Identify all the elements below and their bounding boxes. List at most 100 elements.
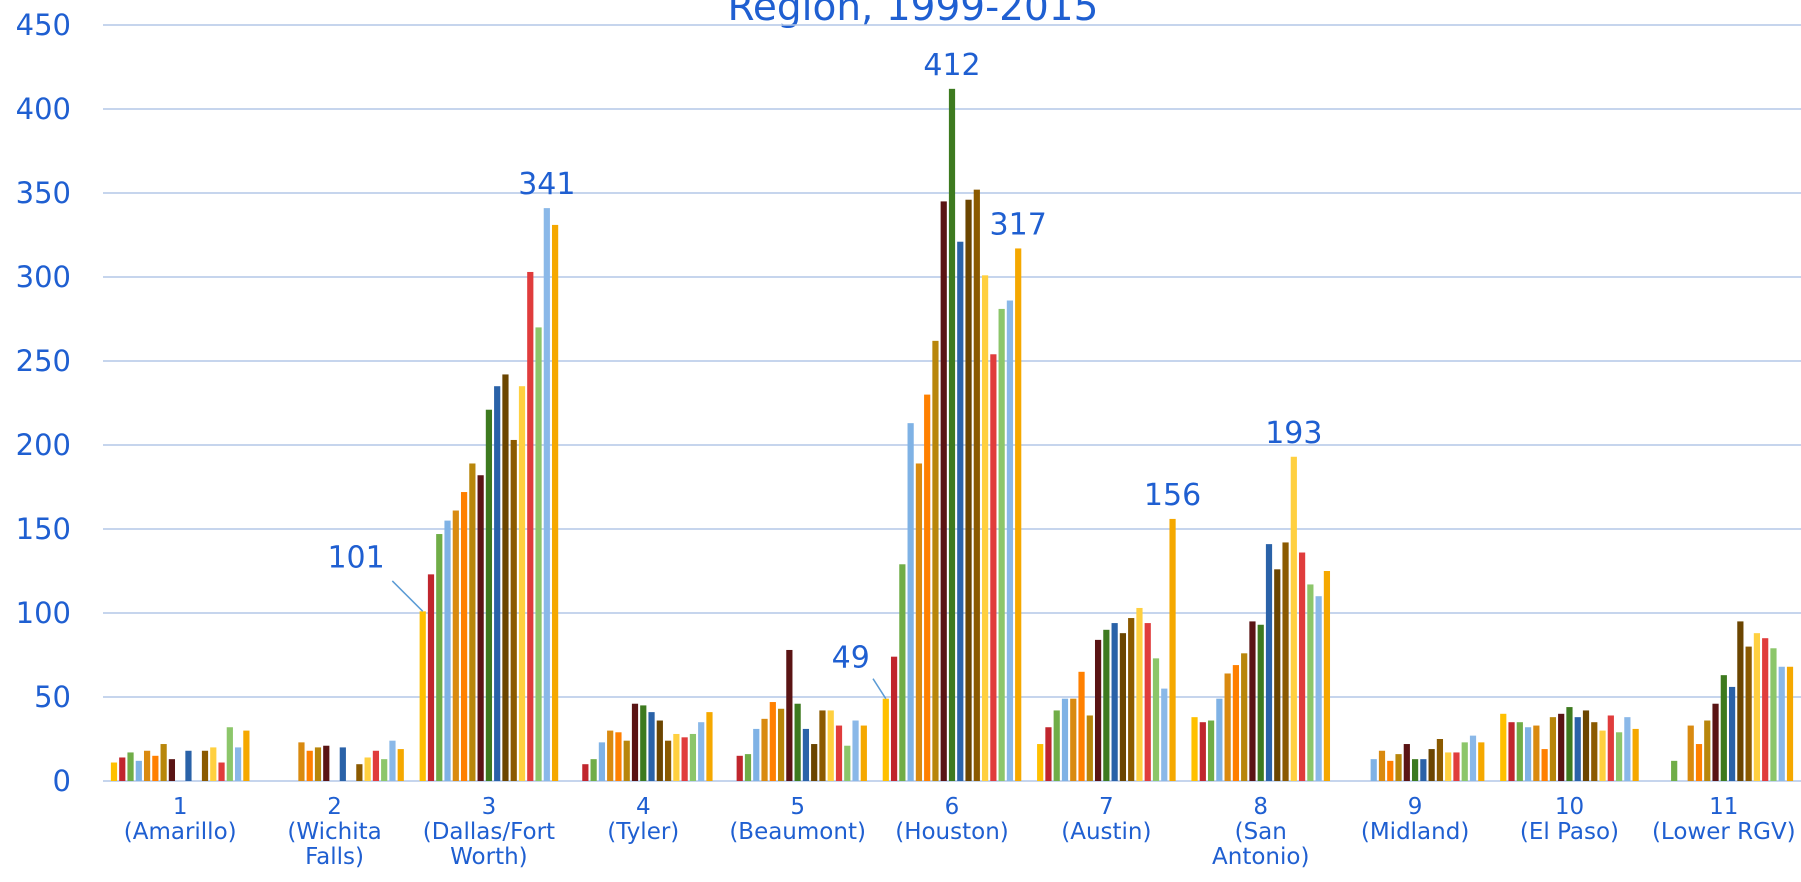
data-label: 317 [990, 207, 1047, 242]
bar [1257, 624, 1264, 781]
bar [1298, 552, 1306, 781]
y-tick-label: 0 [53, 764, 71, 798]
bar [907, 423, 914, 781]
bar [706, 712, 713, 781]
data-label: 193 [1265, 416, 1322, 451]
bar [932, 340, 939, 781]
bar [185, 750, 192, 781]
y-tick-label: 150 [16, 512, 71, 546]
x-tick-label-line: 4 [636, 794, 651, 820]
bar [1282, 542, 1289, 781]
x-tick-label: 10 (El Paso) [1520, 794, 1619, 845]
bar [1370, 759, 1377, 781]
bar [698, 722, 705, 781]
x-tick-label-line: 2 [327, 794, 342, 820]
bar [469, 463, 476, 781]
bar [477, 475, 484, 781]
bar [210, 747, 217, 781]
bar [1152, 658, 1160, 781]
bar [1500, 713, 1507, 781]
bar [389, 740, 396, 781]
x-tick-label-line: Antonio) [1212, 844, 1309, 870]
bar [860, 725, 867, 781]
x-tick-label: 11 (Lower RGV) [1652, 794, 1796, 845]
x-tick-label: 3 (Dallas/Fort Worth) [423, 794, 555, 870]
bar [1436, 739, 1444, 781]
bar [127, 752, 134, 781]
bar [323, 745, 330, 781]
bar [1695, 744, 1703, 781]
bar [1478, 742, 1485, 781]
bar [1753, 633, 1761, 781]
bar [1469, 735, 1477, 781]
bar [135, 760, 142, 781]
bar [243, 730, 250, 781]
bar [802, 728, 810, 781]
x-tick-label-line: 5 [790, 794, 805, 820]
bar [1671, 760, 1678, 781]
bar [582, 764, 589, 781]
bar [502, 374, 509, 781]
bar [1558, 713, 1565, 781]
x-tick-label-line: (El Paso) [1520, 819, 1619, 845]
bar [664, 740, 672, 781]
bar [1241, 653, 1248, 781]
bar [1704, 720, 1711, 781]
bar [990, 354, 997, 781]
bar [1053, 710, 1060, 781]
bar [152, 755, 159, 781]
bar [1778, 666, 1785, 781]
data-label: 341 [518, 167, 575, 202]
x-tick-label-line: (Lower RGV) [1652, 819, 1796, 845]
bar [143, 750, 151, 781]
bar [1224, 673, 1231, 781]
bar [940, 201, 947, 781]
bar [744, 754, 752, 781]
bar [1745, 646, 1752, 781]
bar [1762, 638, 1769, 781]
bar [769, 702, 776, 781]
bar [1015, 248, 1022, 781]
bar [811, 744, 818, 781]
bar [656, 720, 663, 781]
bar [1136, 607, 1143, 781]
bar [1533, 725, 1540, 781]
y-tick-label: 50 [34, 680, 71, 714]
bar [915, 463, 923, 781]
x-tick-label-line: 6 [945, 794, 960, 820]
bar [218, 762, 225, 781]
y-tick-label: 350 [16, 176, 71, 210]
bar [518, 386, 526, 781]
bar [1078, 671, 1085, 781]
bar [827, 710, 834, 781]
bar [1094, 639, 1102, 781]
bar [1624, 717, 1631, 781]
bar [110, 762, 118, 781]
x-tick-label-line: 10 [1555, 794, 1584, 820]
x-tick-label-line: 1 [173, 794, 188, 820]
bar [1770, 648, 1777, 781]
bar [623, 740, 630, 781]
bar [1161, 688, 1168, 781]
bar [1128, 618, 1135, 781]
bar [201, 750, 209, 781]
bar [1582, 710, 1590, 781]
bar [1599, 730, 1606, 781]
bar [1232, 665, 1240, 781]
bar [1249, 621, 1256, 781]
bar [1566, 707, 1573, 781]
bar [234, 747, 242, 781]
bar [607, 730, 614, 781]
bar [1411, 759, 1419, 781]
bar [899, 564, 906, 781]
bar [1632, 728, 1639, 781]
bar [339, 747, 346, 781]
bar [1103, 629, 1110, 781]
y-tick-label: 300 [16, 260, 71, 294]
bar [226, 727, 233, 781]
bar [494, 386, 501, 781]
bar [673, 733, 680, 781]
bar [965, 199, 972, 782]
bar [1461, 742, 1468, 781]
x-tick-label-line: (Beaumont) [729, 819, 866, 845]
